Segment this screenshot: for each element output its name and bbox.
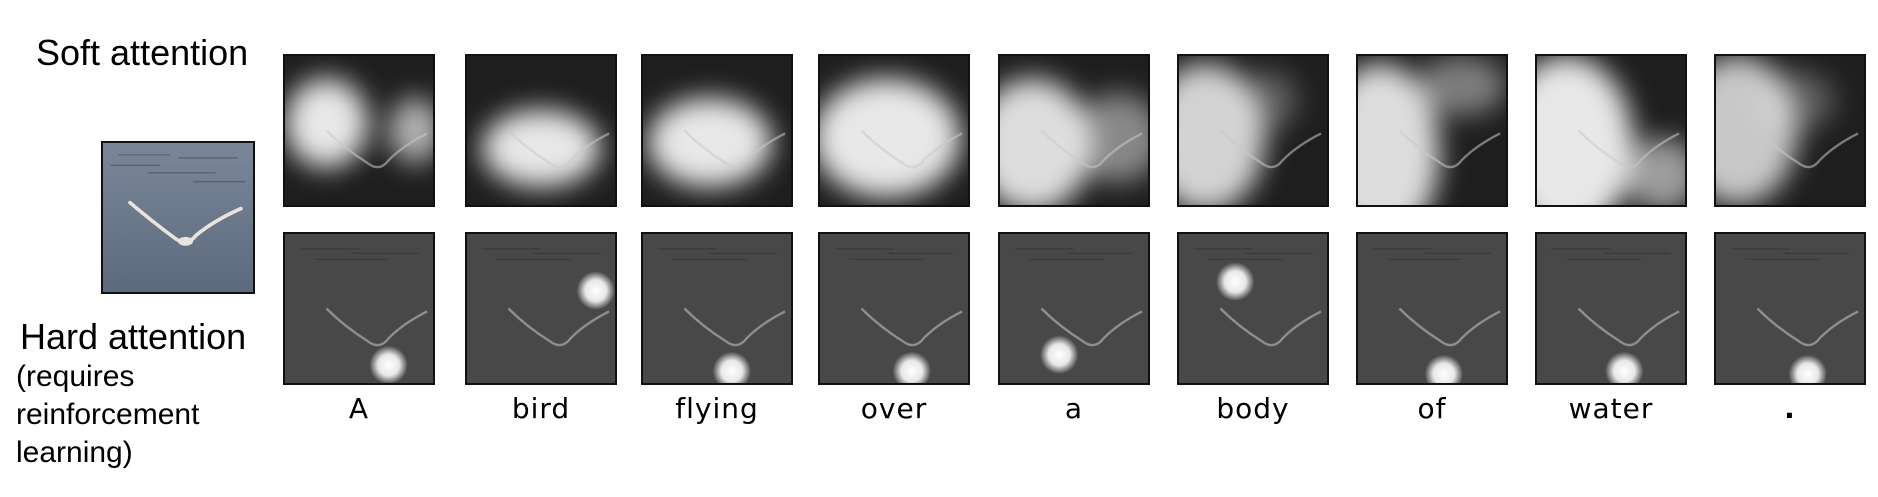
input-image	[101, 141, 255, 294]
caption-word: water	[1568, 392, 1654, 425]
soft-attention-map	[641, 54, 793, 207]
hard-attention-map	[283, 232, 435, 385]
hard-attention-map	[1177, 232, 1329, 385]
soft-attention-map	[818, 54, 970, 207]
hard-attention-map	[1356, 232, 1508, 385]
hard-attention-map	[465, 232, 617, 385]
caption-word: of	[1417, 392, 1447, 425]
caption-word: .	[1784, 392, 1796, 425]
hard-attention-map	[641, 232, 793, 385]
soft-attention-map	[1177, 54, 1329, 207]
soft-attention-map	[1535, 54, 1687, 207]
soft-attention-map	[1356, 54, 1508, 207]
caption-word: flying	[675, 392, 759, 425]
caption-word: body	[1216, 392, 1290, 425]
note-line: reinforcement	[16, 398, 200, 431]
caption-word: A	[348, 392, 370, 425]
caption-word: over	[860, 392, 928, 425]
soft-attention-map	[465, 54, 617, 207]
hard-attention-map	[1714, 232, 1866, 385]
hard-attention-label: Hard attention	[20, 316, 247, 357]
soft-attention-map	[283, 54, 435, 207]
hard-attention-map	[1535, 232, 1687, 385]
note-line: (requires	[16, 360, 135, 393]
hard-attention-note: (requires reinforcement learning)	[16, 358, 199, 472]
caption-word: a	[1064, 392, 1084, 425]
soft-attention-label: Soft attention	[36, 32, 249, 73]
hard-attention-map	[998, 232, 1150, 385]
soft-attention-map	[1714, 54, 1866, 207]
caption-word: bird	[511, 392, 571, 425]
hard-attention-map	[818, 232, 970, 385]
soft-attention-map	[998, 54, 1150, 207]
note-line: learning)	[16, 436, 133, 469]
